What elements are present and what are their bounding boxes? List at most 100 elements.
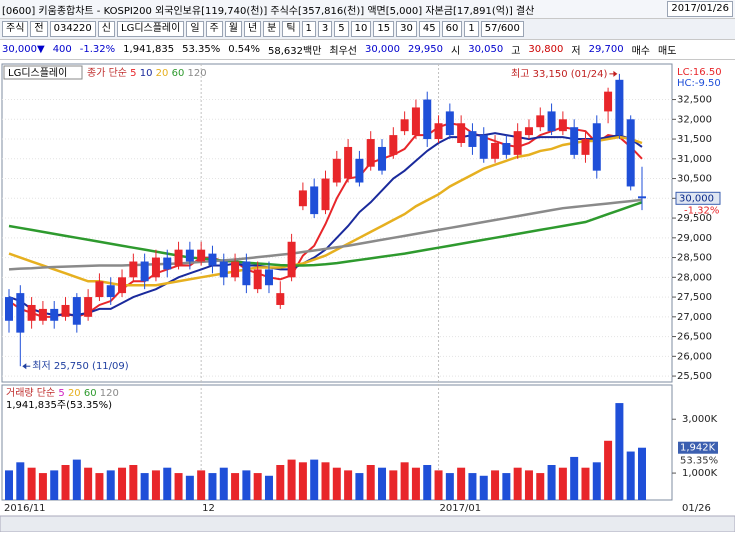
candle-body xyxy=(344,146,353,179)
candle-body xyxy=(626,119,635,187)
control-button[interactable]: 45 xyxy=(418,21,440,37)
legend-entry: 60 xyxy=(84,388,97,399)
x-tick-label: 12 xyxy=(202,503,215,514)
candle-body xyxy=(276,293,285,305)
quote-field: 53.35% xyxy=(182,44,221,55)
quote-field: 시 xyxy=(451,46,461,57)
quote-field: 30,050 xyxy=(468,44,504,55)
y-tick-label: 28,500 xyxy=(677,253,712,264)
control-button[interactable]: 전 xyxy=(30,21,48,37)
control-button[interactable]: 주식 xyxy=(2,21,29,37)
candle-body xyxy=(95,281,104,298)
chart-title: LG디스플레이 xyxy=(8,67,67,79)
candle-body xyxy=(72,297,81,325)
control-button[interactable]: 신 xyxy=(97,21,115,37)
volume-bar xyxy=(457,467,466,500)
volume-bar xyxy=(310,459,319,500)
control-button[interactable]: 3 xyxy=(317,21,333,37)
volume-bar xyxy=(332,467,341,500)
candle-body xyxy=(106,285,115,298)
quote-field: -1.32% xyxy=(79,44,116,55)
candle-body xyxy=(513,131,522,155)
volume-bar xyxy=(558,467,567,500)
volume-bar xyxy=(163,467,172,500)
y-tick-label: 31,000 xyxy=(677,154,712,165)
candle-body xyxy=(61,304,70,317)
control-button[interactable]: LG디스플레이 xyxy=(117,21,185,37)
control-button[interactable]: 1 xyxy=(301,21,316,37)
control-button[interactable]: 년 xyxy=(243,21,262,37)
control-button[interactable]: 일 xyxy=(186,21,204,37)
volume-bar xyxy=(106,470,115,500)
control-button[interactable]: 1 xyxy=(464,21,479,37)
volume-bar xyxy=(592,462,601,500)
control-button[interactable]: 10 xyxy=(350,21,372,37)
control-button[interactable]: 주 xyxy=(205,21,223,37)
candle-body xyxy=(27,304,36,321)
candle-body xyxy=(366,139,375,167)
volume-bar xyxy=(50,470,59,500)
volume-bar xyxy=(615,403,624,500)
price-panel xyxy=(1,63,673,383)
control-button[interactable]: 57/600 xyxy=(480,21,524,37)
volume-bar xyxy=(502,473,511,500)
hc-label: HC:-9.50 xyxy=(677,78,721,89)
low-annotation: 최저 25,750 (11/09) xyxy=(32,360,128,372)
candle-body xyxy=(581,139,590,155)
lc-label: LC:16.50 xyxy=(677,67,722,78)
control-button[interactable]: 5 xyxy=(334,21,349,37)
candle-body xyxy=(355,158,364,183)
candle-body xyxy=(592,123,601,171)
candle-body xyxy=(445,111,454,136)
candle-body xyxy=(5,297,13,321)
candle-body xyxy=(604,91,613,112)
candle-body xyxy=(502,143,511,155)
y-tick-label: 31,500 xyxy=(677,134,712,145)
candle-body xyxy=(389,135,398,155)
x-tick-label: 2017/01 xyxy=(440,503,482,514)
control-button[interactable]: 틱 xyxy=(282,21,300,37)
date-field[interactable]: 2017/01/26 xyxy=(667,1,733,17)
volume-bar xyxy=(208,473,217,500)
control-button[interactable]: 월 xyxy=(224,21,242,37)
candle-body xyxy=(411,107,420,136)
volume-bar xyxy=(604,440,613,500)
control-button[interactable]: 30 xyxy=(396,21,417,37)
candle-body xyxy=(423,99,432,140)
volume-bar xyxy=(84,467,93,500)
legend-entry: 20 xyxy=(156,68,169,79)
volume-bar xyxy=(479,475,488,500)
moving-average-line xyxy=(8,198,643,271)
volume-bar xyxy=(276,465,285,500)
candle-body xyxy=(479,135,488,159)
control-button[interactable]: 034220 xyxy=(49,21,96,37)
volume-bar xyxy=(445,473,454,500)
control-button[interactable]: 15 xyxy=(373,21,395,37)
y-tick-label: 27,500 xyxy=(677,292,712,303)
volume-bar xyxy=(491,470,500,500)
volume-bar xyxy=(38,473,47,500)
candle-body xyxy=(151,257,160,278)
legend-entry: 10 xyxy=(140,68,153,79)
quote-field: 29,950 xyxy=(408,44,443,55)
quote-field: 400 xyxy=(52,44,72,55)
volume-bar xyxy=(344,470,353,500)
volume-bar xyxy=(524,470,533,500)
control-button[interactable]: 60 xyxy=(441,21,463,37)
current-price-label: 30,000 xyxy=(679,193,714,204)
control-button[interactable]: 분 xyxy=(263,21,281,37)
candle-body xyxy=(38,308,47,321)
candle-body xyxy=(400,119,409,132)
volume-bar xyxy=(321,462,330,500)
volume-bar xyxy=(298,462,307,500)
quote-field: 고 xyxy=(511,46,521,57)
volume-bar xyxy=(140,473,149,500)
volume-bar xyxy=(400,462,409,500)
candle-body xyxy=(310,186,319,215)
volume-bar xyxy=(72,459,81,500)
y-tick-label: 30,500 xyxy=(677,174,712,185)
change-label: -1.32% xyxy=(684,205,719,216)
volume-ratio-label: 53.35% xyxy=(680,456,718,467)
volume-bar xyxy=(389,470,398,500)
